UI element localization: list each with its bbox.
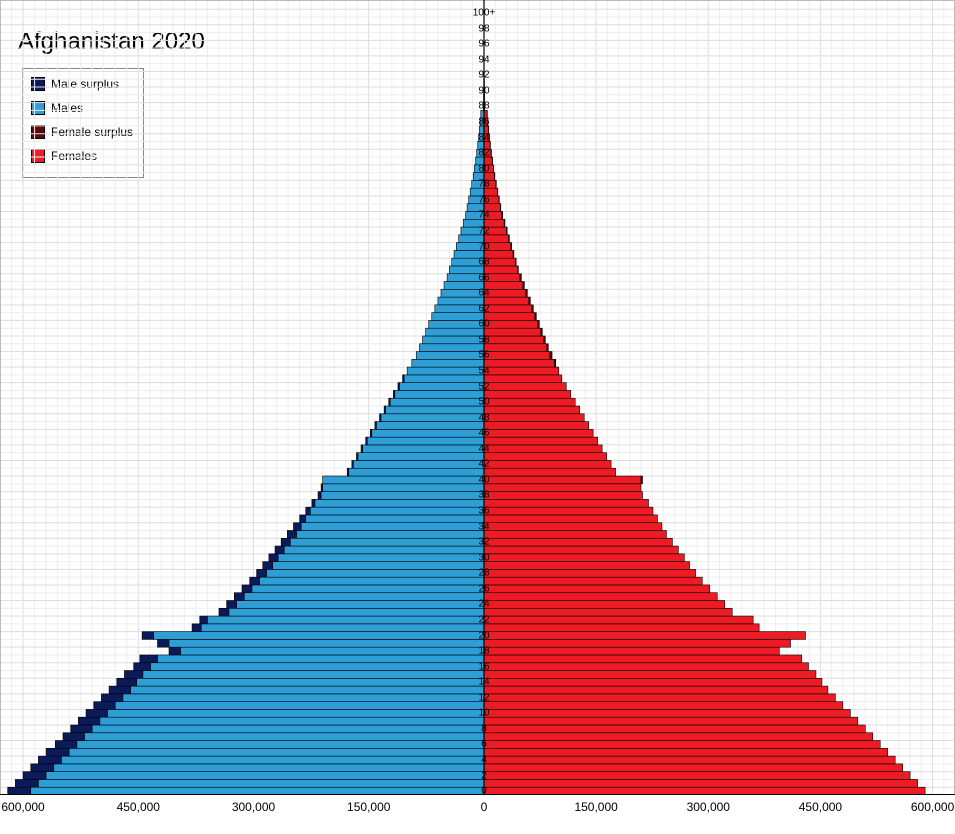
x-tick-left: 150,000 — [347, 800, 390, 814]
x-tick-left: 450,000 — [117, 800, 160, 814]
x-tick-right: 300,000 — [687, 800, 730, 814]
x-tick-right: 150,000 — [574, 800, 617, 814]
x-tick-right: 450,000 — [799, 800, 842, 814]
x-tick-left: 0 — [481, 800, 488, 814]
chart-container: Afghanistan 2020 Male surplusMalesFemale… — [0, 0, 955, 834]
x-tick-left: 300,000 — [232, 800, 275, 814]
x-tick-right: 600,000 — [911, 800, 954, 814]
population-pyramid — [0, 0, 955, 795]
x-tick-left: 600,000 — [1, 800, 44, 814]
x-axis-labels: 0 150,000 300,000 450,000 600,000 150,000 300,… — [0, 800, 955, 830]
